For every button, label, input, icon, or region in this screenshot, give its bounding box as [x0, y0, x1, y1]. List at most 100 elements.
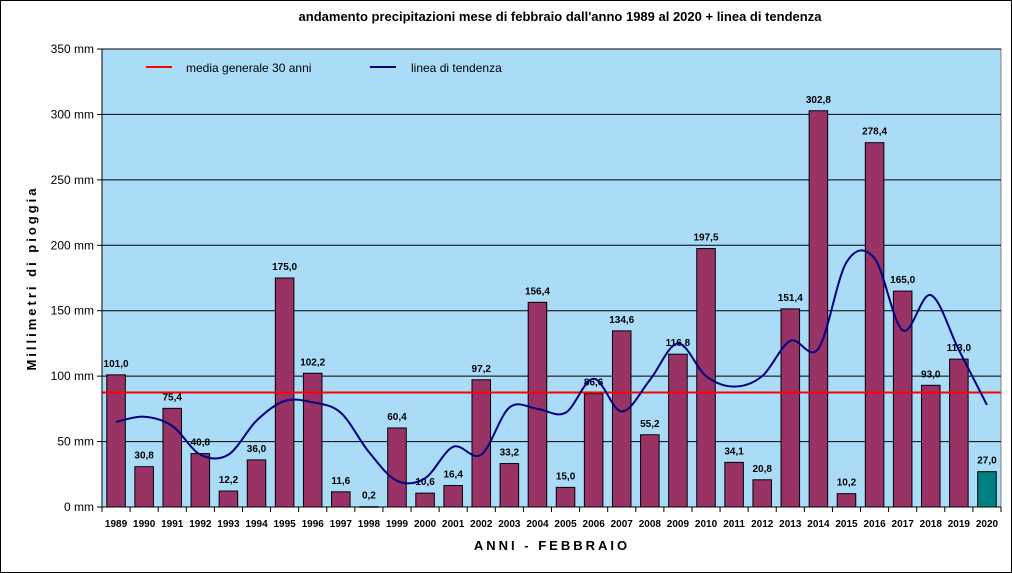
data-label: 302,8 [806, 95, 831, 106]
x-tick-label: 2010 [695, 519, 718, 530]
data-label: 10,2 [837, 478, 857, 489]
y-tick-label: 150 mm [51, 304, 94, 318]
x-tick-label: 2005 [554, 519, 577, 530]
y-axis-ticks: 0 mm 50 mm 100 mm 150 mm 200 mm 250 mm 300 mm 3… [51, 42, 102, 514]
bar [752, 479, 772, 508]
x-tick-label: 2008 [639, 519, 662, 530]
x-tick-label: 1996 [302, 519, 325, 530]
grid-lines [102, 48, 1001, 443]
trend-line [115, 249, 988, 485]
x-tick-label: 1999 [386, 519, 409, 530]
data-label: 12,2 [219, 475, 239, 486]
x-tick-label: 1993 [217, 519, 240, 530]
bar [246, 459, 267, 508]
x-tick-label: 2002 [470, 519, 493, 530]
y-tick-label: 200 mm [51, 238, 94, 252]
bar [134, 466, 154, 508]
x-tick-label: 2014 [807, 519, 830, 530]
bar [696, 248, 716, 508]
bar [387, 427, 407, 508]
x-tick-label: 2015 [835, 519, 858, 530]
y-tick-label: 50 mm [57, 435, 94, 449]
data-label: 60,4 [387, 412, 407, 423]
x-tick-label: 2013 [779, 519, 802, 530]
bar [949, 358, 969, 508]
legend-mean-label: media generale 30 anni [186, 61, 311, 75]
y-axis-label: Millimetri di pioggia [24, 185, 39, 370]
bar [331, 491, 351, 508]
bar [640, 434, 660, 508]
bar [724, 461, 744, 508]
x-tick-label: 1991 [161, 519, 184, 530]
x-tick-label: 2020 [976, 519, 999, 530]
data-label: 93,0 [921, 369, 941, 380]
x-tick-label: 1992 [189, 519, 212, 530]
x-tick-label: 2018 [920, 519, 943, 530]
x-tick-label: 1998 [358, 519, 381, 530]
data-label: 101,0 [104, 359, 129, 370]
data-label: 27,0 [977, 456, 997, 467]
data-label: 165,0 [890, 275, 915, 286]
y-tick-label: 250 mm [51, 173, 94, 187]
bar [611, 330, 632, 508]
y-tick-label: 300 mm [51, 107, 94, 121]
x-tick-label: 2004 [526, 519, 549, 530]
x-tick-label: 2012 [751, 519, 774, 530]
bar [808, 110, 829, 508]
x-axis-ticks: 1989 1990 1991 1992 1993 1994 1995 1996 1997 1998… [101, 507, 1002, 530]
legend-trend-label: linea di tendenza [411, 61, 502, 75]
bar [977, 471, 997, 508]
x-tick-label: 2017 [892, 519, 915, 530]
data-label: 0,2 [362, 491, 376, 502]
x-tick-label: 2000 [414, 519, 437, 530]
data-label: 156,4 [525, 286, 550, 297]
x-tick-label: 2007 [611, 519, 634, 530]
data-label: 75,4 [163, 392, 183, 403]
x-tick-label: 1997 [330, 519, 353, 530]
x-tick-label: 2016 [863, 519, 886, 530]
bars [106, 110, 997, 508]
bar [218, 490, 239, 508]
bar [780, 308, 801, 508]
x-tick-label: 1990 [133, 519, 156, 530]
x-tick-label: 1994 [245, 519, 268, 530]
chart-title: andamento precipitazioni mese di febbrai… [299, 9, 823, 24]
bar [415, 492, 435, 508]
bar [190, 453, 211, 508]
x-tick-label: 2006 [583, 519, 606, 530]
y-tick-label: 100 mm [51, 369, 94, 383]
data-label: 30,8 [134, 451, 154, 462]
bar [836, 493, 857, 508]
bar [583, 393, 604, 508]
bar [499, 463, 520, 508]
data-label: 36,0 [247, 444, 267, 455]
data-label: 55,2 [640, 419, 660, 430]
x-tick-label: 2019 [948, 519, 971, 530]
data-label: 20,8 [752, 464, 772, 475]
x-tick-label: 2009 [667, 519, 690, 530]
y-tick-label: 350 mm [51, 42, 94, 56]
data-label: 97,2 [472, 364, 492, 375]
data-label: 151,4 [778, 293, 803, 304]
x-tick-label: 2011 [723, 519, 745, 530]
data-label: 34,1 [724, 446, 744, 457]
bar [555, 486, 576, 508]
plot-area [101, 48, 1002, 508]
x-tick-label: 1995 [273, 519, 296, 530]
data-label: 15,0 [556, 471, 576, 482]
data-label: 86,6 [584, 378, 604, 389]
legend: media generale 30 anni linea di tendenza [146, 61, 502, 75]
data-label: 278,4 [862, 127, 887, 138]
bar [892, 290, 913, 508]
x-tick-label: 2001 [442, 519, 465, 530]
data-label: 175,0 [272, 262, 297, 273]
bar [471, 379, 492, 508]
x-tick-label: 2003 [498, 519, 521, 530]
bar [106, 374, 126, 508]
x-axis-label: ANNI - FEBBRAIO [474, 538, 630, 553]
data-label: 134,6 [609, 315, 634, 326]
y-tick-label: 0 mm [64, 500, 94, 514]
bar [668, 353, 688, 508]
bar [443, 485, 463, 508]
